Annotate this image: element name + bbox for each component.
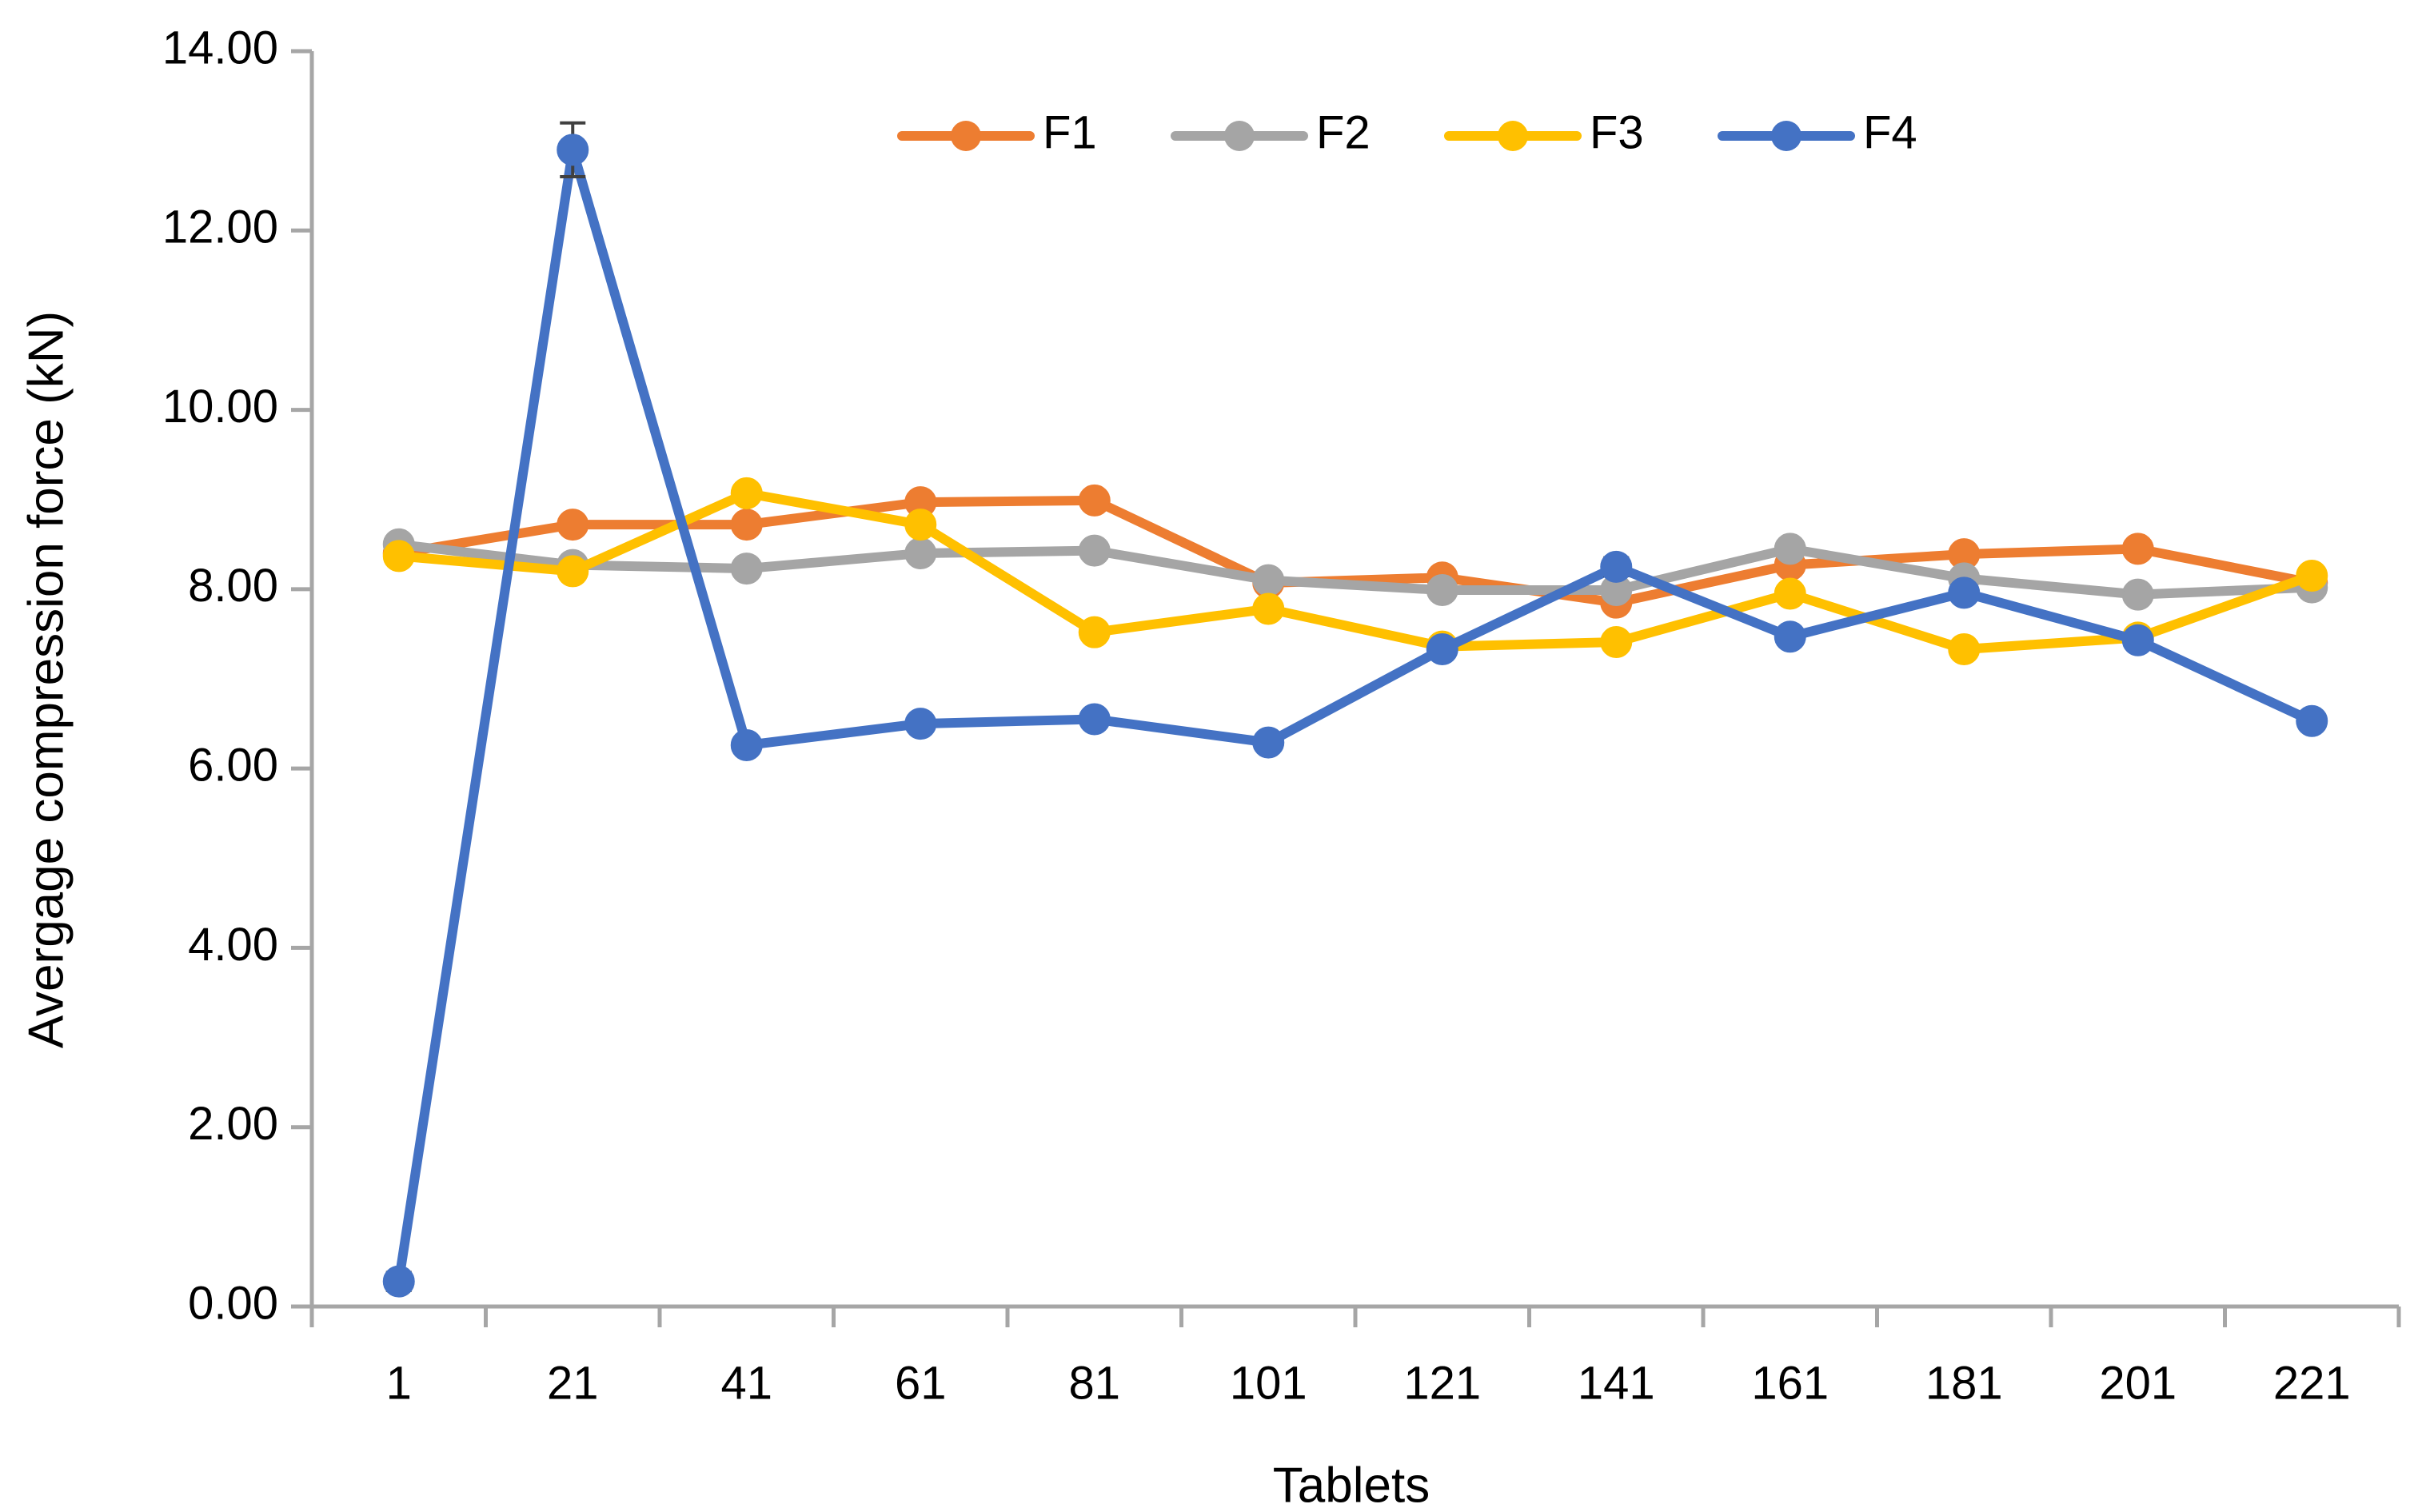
x-tick-label: 41 (720, 1357, 772, 1409)
legend-label: F4 (1863, 106, 1917, 158)
y-tick-label: 2.00 (188, 1098, 278, 1150)
legend-swatch-marker (1224, 121, 1255, 151)
y-tick-label: 6.00 (188, 739, 278, 791)
legend-item-f4: F4 (1718, 106, 1917, 158)
legend-label: F1 (1043, 106, 1097, 158)
x-tick-label: 141 (1578, 1357, 1655, 1409)
data-point-f1 (1078, 484, 1111, 517)
data-point-f3 (904, 509, 937, 541)
x-tick-label: 201 (2099, 1357, 2177, 1409)
data-point-f4 (1426, 632, 1458, 665)
data-point-f2 (1078, 534, 1111, 567)
data-point-f2 (1252, 564, 1285, 596)
data-point-f2 (730, 553, 763, 585)
series-f2 (382, 528, 2328, 611)
data-point-f3 (1774, 577, 1806, 610)
data-point-f3 (1948, 632, 1981, 665)
data-point-f4 (1600, 550, 1633, 583)
x-axis-title: Tablets (1273, 1458, 1430, 1508)
data-point-f1 (730, 509, 763, 541)
legend-label: F2 (1316, 106, 1371, 158)
y-tick-label: 4.00 (188, 919, 278, 971)
data-point-f4 (904, 708, 937, 740)
data-point-f4 (557, 134, 589, 166)
data-point-f3 (1078, 616, 1111, 648)
y-tick-label: 12.00 (162, 201, 278, 253)
data-point-f2 (1426, 573, 1458, 606)
legend-item-f3: F3 (1444, 106, 1644, 158)
data-point-f3 (730, 477, 763, 509)
series-line-f3 (393, 488, 2317, 654)
data-point-f3 (557, 555, 589, 588)
data-point-f3 (2296, 560, 2328, 592)
series-layer (382, 121, 2328, 1298)
data-point-f2 (1774, 533, 1806, 565)
data-point-f3 (382, 540, 415, 572)
data-point-f4 (1774, 620, 1806, 653)
x-tick-label: 21 (547, 1357, 599, 1409)
y-tick-label: 0.00 (188, 1277, 278, 1329)
data-point-f1 (2121, 533, 2154, 565)
x-tick-label: 181 (1925, 1357, 2003, 1409)
data-point-f2 (904, 537, 937, 569)
x-tick-label: 61 (895, 1357, 947, 1409)
data-point-f4 (1078, 703, 1111, 736)
y-axis-title: Avergage compression force (kN) (18, 311, 74, 1048)
data-point-f1 (557, 509, 589, 541)
series-f4 (382, 121, 2328, 1298)
x-tick-label: 1 (386, 1357, 412, 1409)
y-tick-label: 14.00 (162, 22, 278, 74)
legend-item-f1: F1 (897, 106, 1097, 158)
y-tick-label: 10.00 (162, 381, 278, 433)
legend-label: F3 (1590, 106, 1644, 158)
legend-swatch-marker (1771, 121, 1802, 151)
data-point-f2 (2121, 578, 2154, 611)
data-point-f4 (2296, 704, 2328, 737)
y-tick-label: 8.00 (188, 560, 278, 612)
legend-swatch-marker (1498, 121, 1528, 151)
legend-swatch-marker (951, 121, 981, 151)
x-tick-label: 81 (1068, 1357, 1120, 1409)
data-point-f3 (1252, 592, 1285, 625)
x-tick-label: 221 (2273, 1357, 2351, 1409)
data-point-f4 (382, 1265, 415, 1298)
data-point-f4 (2121, 624, 2154, 656)
legend-item-f2: F2 (1171, 106, 1371, 158)
x-tick-label: 161 (1751, 1357, 1829, 1409)
x-tick-label: 121 (1403, 1357, 1481, 1409)
series-line-f1 (393, 495, 2317, 608)
legend: F1 F2 F3 F4 (897, 106, 1917, 158)
data-point-f4 (1948, 576, 1981, 609)
series-line-f4 (393, 145, 2317, 1287)
x-tick-label: 101 (1230, 1357, 1307, 1409)
series-f3 (382, 477, 2328, 665)
data-point-f3 (1600, 626, 1633, 659)
data-point-f4 (1252, 726, 1285, 759)
data-point-f4 (730, 728, 763, 761)
series-line-f2 (393, 539, 2317, 600)
